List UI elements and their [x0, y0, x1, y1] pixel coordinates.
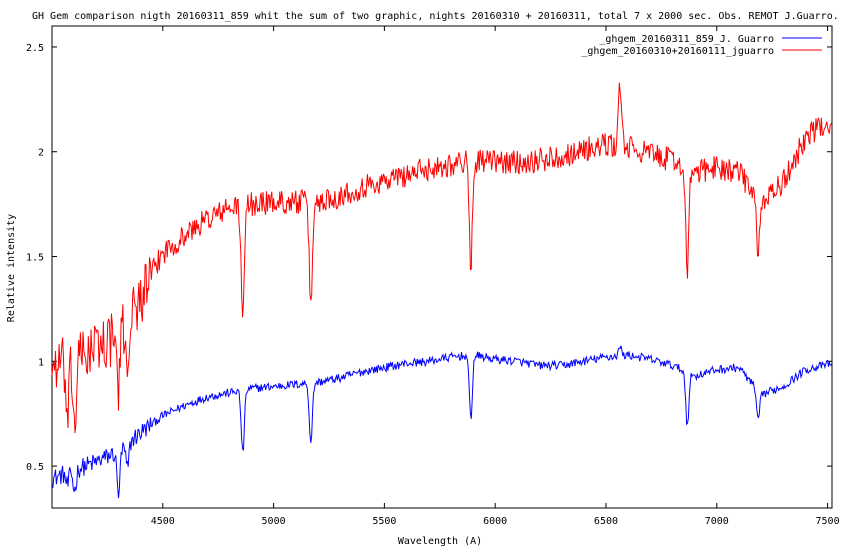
y-tick-label: 1: [38, 357, 44, 368]
y-tick-label: 0.5: [26, 462, 44, 473]
y-tick-label: 1.5: [26, 253, 44, 264]
legend-label: _ghgem_20160310+20160111_jguarro: [581, 46, 774, 57]
x-tick-label: 5000: [262, 516, 286, 527]
y-tick-label: 2: [38, 148, 44, 159]
series-lines: [51, 82, 833, 499]
y-axis-label: Relative intensity: [6, 214, 17, 322]
legend: _ghgem_20160311_859_J. Guarro_ghgem_2016…: [581, 34, 822, 57]
x-axis-label: Wavelength (A): [398, 536, 482, 547]
x-ticks: 4500 5000 5500 6000 6500 7000 7500: [151, 26, 840, 527]
series-line-1: [51, 345, 833, 499]
y-tick-label: 2.5: [26, 43, 44, 54]
series-line-2: [51, 82, 833, 434]
x-tick-label: 7000: [705, 516, 729, 527]
y-ticks: 0.5 1 1.5 2 2.5: [26, 43, 832, 473]
chart-title: GH Gem comparison nigth 20160311_859 whi…: [32, 11, 839, 22]
legend-label: _ghgem_20160311_859_J. Guarro: [599, 34, 774, 45]
x-tick-label: 6000: [483, 516, 507, 527]
x-tick-label: 6500: [594, 516, 618, 527]
plot-area: [51, 25, 833, 509]
x-tick-label: 4500: [151, 516, 175, 527]
x-tick-label: 7500: [816, 516, 840, 527]
x-tick-label: 5500: [372, 516, 396, 527]
